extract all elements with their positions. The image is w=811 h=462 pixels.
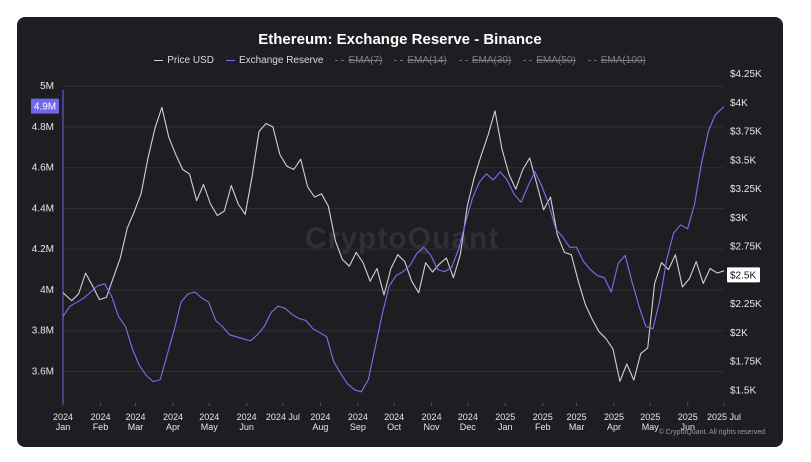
x-tick-year: 2024 <box>90 412 110 422</box>
legend-swatch-ema14 <box>394 60 404 61</box>
x-tick-month: Jan <box>56 422 71 432</box>
y-left-tick-label: 4.2M <box>32 244 54 255</box>
x-tick-year: 2025 <box>604 412 624 422</box>
x-tick-month: Apr <box>607 422 621 432</box>
x-tick-year: 2024 <box>348 412 368 422</box>
y-right-tick-label: $1.5K <box>730 385 756 396</box>
x-tick-month: May <box>642 422 660 432</box>
x-tick-month: Nov <box>424 422 441 432</box>
legend-label-price: Price USD <box>167 55 214 66</box>
x-tick-month: Apr <box>166 422 180 432</box>
y-right-tick-label: $1.75K <box>730 357 762 368</box>
x-tick-year: 2024 <box>384 412 404 422</box>
chart-title: Ethereum: Exchange Reserve - Binance <box>258 31 542 48</box>
x-tick-year: 2025 <box>567 412 587 422</box>
legend-item-price[interactable]: Price USD <box>154 55 214 66</box>
y-right-tick-label: $3K <box>730 213 748 224</box>
y-left-tick-label: 4M <box>40 285 54 296</box>
y-left-tick-label: 3.6M <box>32 366 54 377</box>
y-right-tick-label: $2.25K <box>730 299 762 310</box>
y-right-tick-label: $3.75K <box>730 127 762 138</box>
x-tick-year: 2024 <box>163 412 183 422</box>
x-tick-year: 2025 <box>495 412 515 422</box>
legend-swatch-ema7 <box>335 60 345 61</box>
y-left-tick-label: 3.8M <box>32 326 54 337</box>
x-tick-month: Jun <box>239 422 254 432</box>
legend-item-reserve[interactable]: Exchange Reserve <box>225 55 324 66</box>
legend-item-ema100[interactable]: EMA(100) <box>587 55 646 66</box>
legend-swatch-reserve <box>225 60 235 61</box>
chart-plot[interactable]: 5M 4.8M 4.6M 4.4M 4.2M 4M 3.8M 3.6M $4.25K $4K $3.… <box>17 17 783 447</box>
chart-card: Ethereum: Exchange Reserve - Binance Pri… <box>17 17 783 447</box>
current-reserve-label: 4.9M <box>34 102 56 113</box>
x-tick-month: Feb <box>93 422 109 432</box>
legend-label-ema30: EMA(30) <box>471 55 512 66</box>
legend-item-ema7[interactable]: EMA(7) <box>335 55 382 66</box>
x-tick-year: 2024 <box>458 412 478 422</box>
chart-legend: Price USD Exchange Reserve EMA(7) EMA(14… <box>17 55 783 66</box>
legend-swatch-ema30 <box>458 60 468 61</box>
y-right-tick-label: $3.5K <box>730 155 756 166</box>
x-tick-month: May <box>201 422 219 432</box>
legend-label-ema14: EMA(14) <box>407 55 447 66</box>
x-tick-year: 2025 <box>533 412 553 422</box>
x-tick-month: Feb <box>535 422 551 432</box>
x-tick-year: 2024 <box>422 412 442 422</box>
x-tick-year: 2024 <box>310 412 330 422</box>
current-price-badge <box>727 267 760 283</box>
series-line-price-usd <box>62 106 725 382</box>
y-left-tick-label: 5M <box>40 81 54 92</box>
x-tick-month: Dec <box>460 422 477 432</box>
current-price-label: $2.5K <box>730 270 756 281</box>
x-tick-year: 2025 <box>678 412 698 422</box>
x-tick-label: 2025 Jul <box>707 412 741 422</box>
legend-item-ema14[interactable]: EMA(14) <box>394 55 447 66</box>
y-right-tick-label: $4.25K <box>730 69 762 80</box>
y-left-tick-label: 4.6M <box>32 163 54 174</box>
legend-label-ema50: EMA(50) <box>536 55 576 66</box>
legend-item-ema50[interactable]: EMA(50) <box>523 55 576 66</box>
legend-swatch-ema100 <box>587 60 597 61</box>
x-tick-year: 2024 <box>53 412 73 422</box>
legend-label-reserve: Exchange Reserve <box>238 55 324 66</box>
x-tick-year: 2024 <box>237 412 257 422</box>
legend-item-ema30[interactable]: EMA(30) <box>458 55 512 66</box>
y-right-tick-label: $4K <box>730 98 748 109</box>
current-reserve-badge <box>31 98 59 114</box>
legend-swatch-ema50 <box>523 60 533 61</box>
series-line-exchange-reserve <box>62 106 725 393</box>
x-tick-month: Sep <box>350 422 366 432</box>
y-right-tick-label: $3.25K <box>730 184 762 195</box>
legend-label-ema7: EMA(7) <box>348 55 383 66</box>
legend-swatch-price <box>154 60 164 61</box>
x-tick-month: Oct <box>387 422 402 432</box>
legend-label-ema100: EMA(100) <box>600 55 646 66</box>
x-tick-label: 2024 Jul <box>266 412 300 422</box>
x-tick-month: Mar <box>128 422 144 432</box>
x-tick-year: 2024 <box>125 412 145 422</box>
x-tick-month: Jun <box>680 422 695 432</box>
y-right-tick-label: $2K <box>730 328 748 339</box>
y-left-tick-label: 4.4M <box>32 203 54 214</box>
x-tick-month: Aug <box>312 422 328 432</box>
x-tick-month: Mar <box>569 422 585 432</box>
copyright-notice: © CryptoQuant. All rights reserved <box>658 429 765 436</box>
x-tick-year: 2024 <box>199 412 219 422</box>
x-tick-year: 2025 <box>640 412 660 422</box>
x-tick-month: Jan <box>498 422 513 432</box>
y-right-tick-label: $2.75K <box>730 242 762 253</box>
y-left-tick-label: 4.8M <box>32 122 54 133</box>
